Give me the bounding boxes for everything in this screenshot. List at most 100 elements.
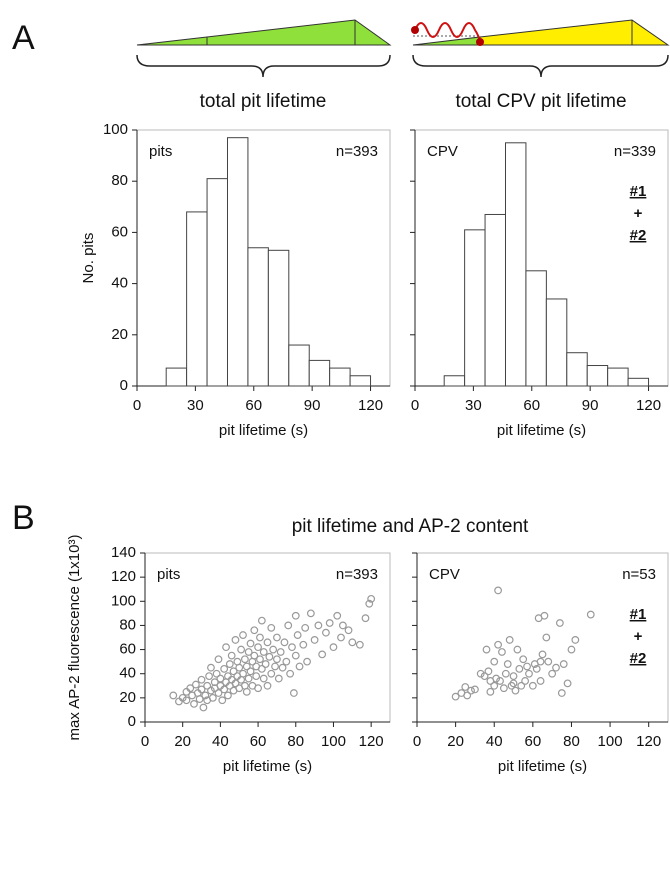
x-axis-label: pit lifetime (s) [498, 758, 587, 775]
schematic [136, 19, 670, 78]
point [214, 689, 223, 697]
x-tick-label: 120 [636, 733, 661, 750]
point [220, 685, 229, 694]
bar [308, 359, 331, 387]
point [501, 669, 510, 678]
x-tick-label: 80 [287, 733, 304, 750]
bar [329, 367, 351, 387]
bar [464, 229, 486, 387]
bar [545, 298, 568, 387]
point [299, 640, 308, 649]
point [242, 662, 251, 671]
point [515, 664, 524, 673]
point [322, 628, 330, 637]
point [246, 639, 255, 648]
point [586, 610, 595, 619]
point [293, 631, 302, 639]
point [511, 686, 520, 695]
point [542, 633, 551, 642]
point [523, 662, 531, 671]
point [559, 660, 568, 668]
point [571, 636, 580, 644]
x-tick-label: 40 [486, 733, 503, 750]
y-tick-label: 100 [111, 592, 136, 609]
bar [186, 211, 208, 387]
bar [267, 249, 290, 387]
x-tick-label: 30 [465, 397, 482, 414]
point [280, 638, 289, 647]
point [231, 636, 240, 644]
point [250, 651, 259, 660]
point [244, 674, 253, 683]
bar [288, 344, 310, 387]
point [338, 621, 347, 630]
x-tick-label: 60 [523, 397, 540, 414]
x-tick-label: 60 [250, 733, 267, 750]
annotation: CPV [427, 143, 458, 160]
point [252, 672, 261, 681]
point [507, 681, 516, 690]
point [291, 651, 300, 660]
bar [349, 375, 372, 387]
chart-title: total CPV pit lifetime [455, 91, 626, 112]
point [329, 643, 338, 652]
point [254, 684, 262, 693]
point [288, 643, 296, 652]
y-axis-label: max AP-2 fluorescence (1x10³) [66, 535, 83, 741]
x-tick-label: 30 [187, 397, 204, 414]
point [525, 669, 533, 678]
bar [247, 247, 269, 387]
point [240, 655, 249, 664]
point [365, 599, 374, 608]
point [467, 686, 475, 695]
x-axis-label: pit lifetime (s) [223, 758, 312, 775]
point [182, 696, 191, 705]
point [494, 586, 502, 595]
y-tick-label: 100 [103, 121, 128, 138]
point [301, 623, 310, 632]
point [494, 640, 502, 649]
point [242, 687, 251, 696]
point [271, 662, 279, 671]
point [306, 609, 315, 618]
point [224, 672, 232, 681]
y-tick-label: 80 [119, 616, 136, 633]
x-tick-label: 120 [636, 397, 661, 414]
point [254, 643, 262, 652]
x-axis-label: pit lifetime (s) [497, 422, 586, 439]
point [295, 662, 304, 671]
x-tick-label: 120 [359, 733, 384, 750]
point [214, 655, 223, 664]
point [361, 614, 370, 623]
point [555, 619, 564, 627]
bar [586, 365, 609, 387]
point [259, 674, 268, 683]
point [517, 681, 526, 690]
point [499, 684, 508, 693]
point [536, 657, 545, 666]
point [544, 657, 553, 666]
x-tick-label: 60 [525, 733, 542, 750]
point [239, 631, 247, 639]
point [476, 669, 485, 678]
point [257, 664, 266, 673]
y-tick-label: 120 [111, 568, 136, 585]
annotation: n=393 [336, 143, 378, 160]
point [310, 636, 319, 644]
point [224, 691, 232, 700]
point [348, 638, 357, 647]
point [318, 650, 327, 659]
point [263, 681, 272, 690]
x-tick-label: 100 [321, 733, 346, 750]
point [490, 657, 499, 666]
bar [525, 270, 547, 387]
point [197, 675, 206, 684]
point [519, 655, 528, 664]
x-tick-label: 90 [582, 397, 599, 414]
annotation: n=53 [622, 566, 656, 583]
point [490, 681, 499, 690]
y-tick-label: 80 [111, 172, 128, 189]
point [480, 672, 489, 681]
